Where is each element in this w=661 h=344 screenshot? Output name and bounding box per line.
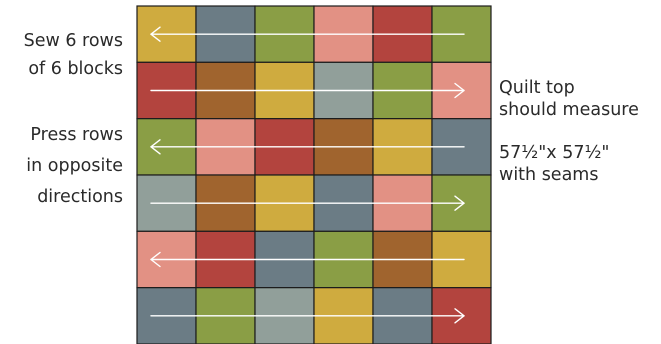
row-direction-arrow-left <box>150 139 465 155</box>
row-direction-arrow-right <box>150 308 465 324</box>
quilt-block-grid <box>136 5 492 344</box>
row-direction-arrow-left <box>150 26 465 42</box>
row-direction-arrow-right <box>150 195 465 211</box>
press-instruction-line-3: directions <box>37 187 123 207</box>
row-direction-arrow-right <box>150 82 465 99</box>
quilt-size-line-2: should measure <box>499 100 639 120</box>
press-instruction-line-1: Press rows <box>30 125 123 145</box>
quilt-size-line-1: Quilt top <box>499 78 575 98</box>
quilt-size-measurement: 57½"x 57½" <box>499 143 610 163</box>
row-direction-arrow-left <box>150 251 465 268</box>
quilt-size-seams-note: with seams <box>499 165 599 185</box>
press-instruction-line-2: in opposite <box>26 156 123 176</box>
sew-instruction-line-2: of 6 blocks <box>28 59 123 79</box>
sew-instruction-line-1: Sew 6 rows <box>23 31 123 51</box>
